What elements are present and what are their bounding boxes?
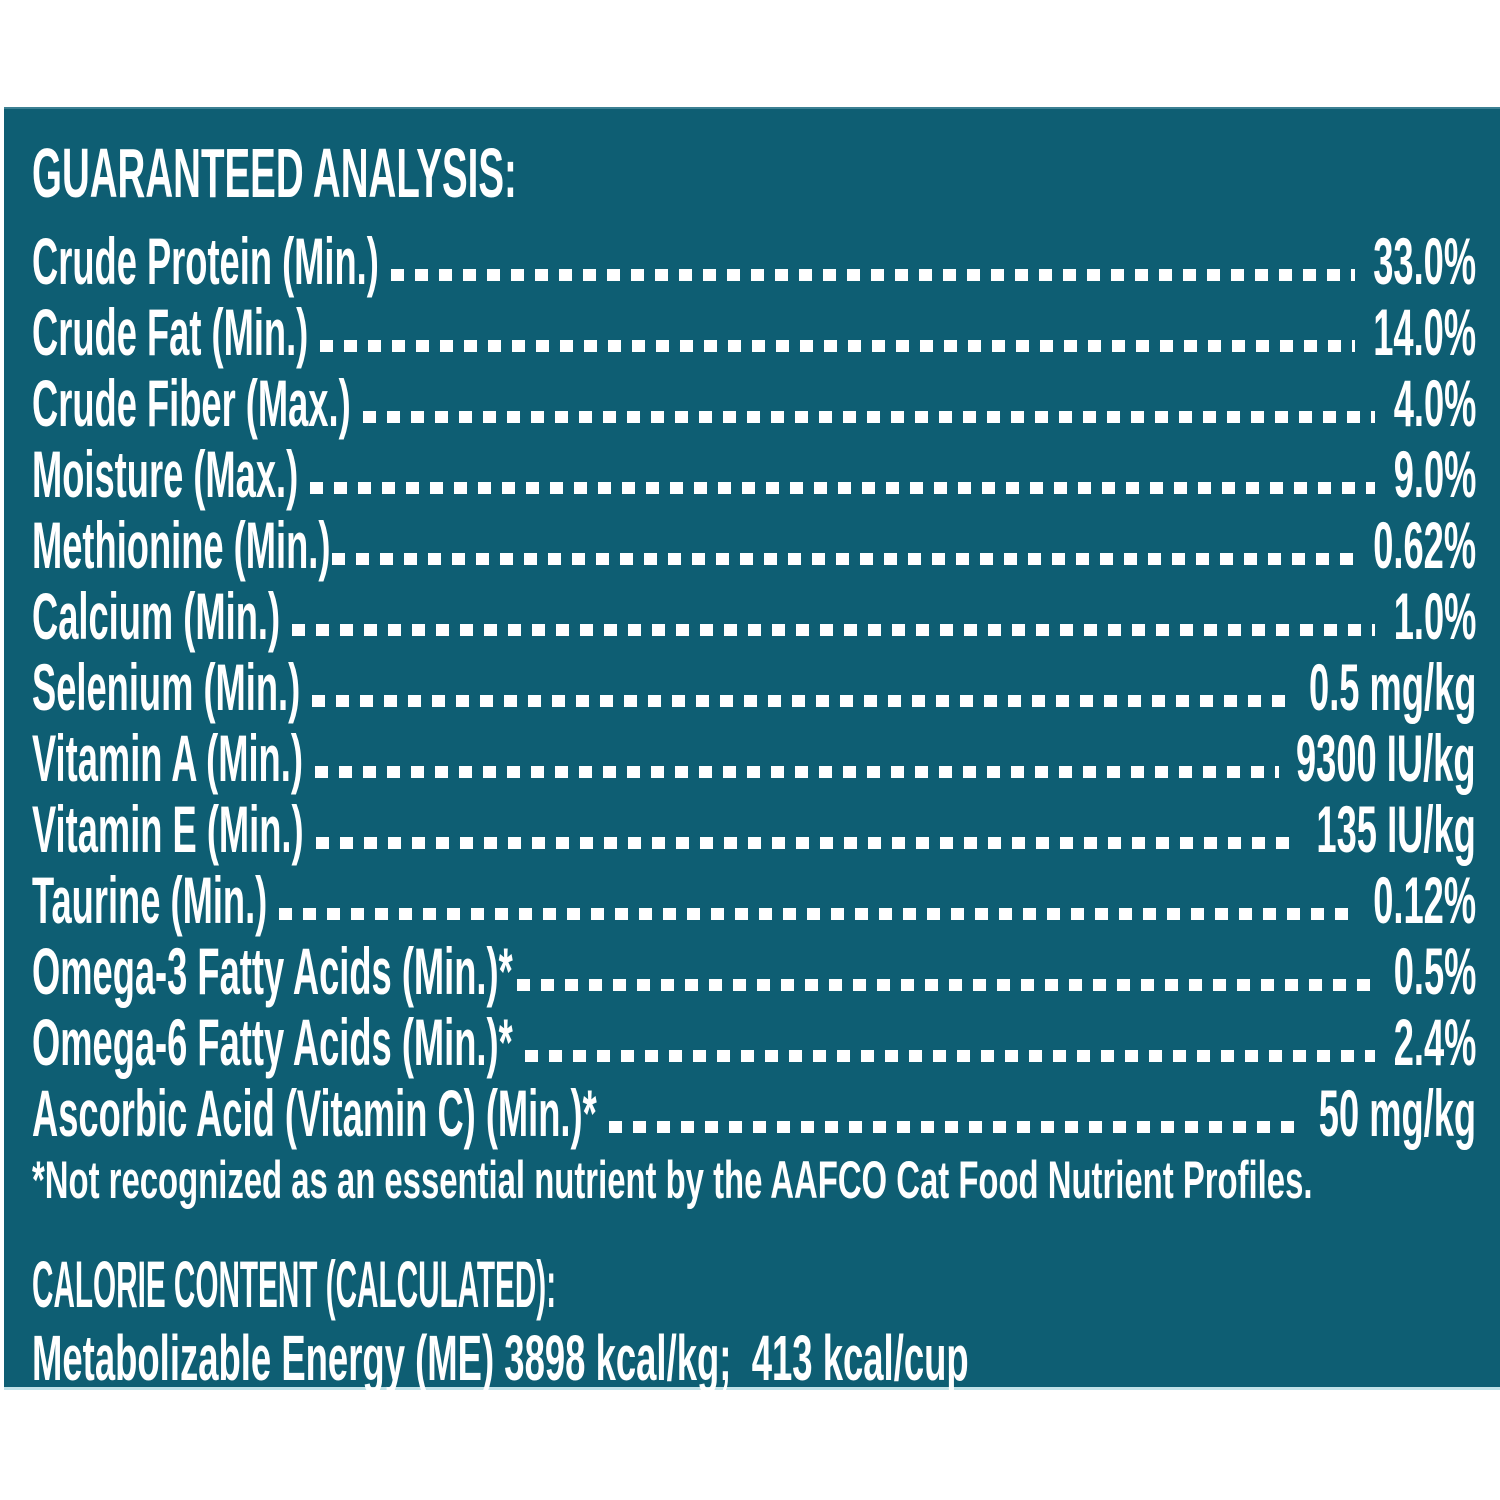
nutrient-row: Omega-3 Fatty Acids (Min.)* 0.5% <box>32 933 1476 1004</box>
nutrient-value: 9.0% <box>1393 437 1476 511</box>
nutrient-label: Moisture (Max.) <box>32 437 299 511</box>
nutrient-label: Vitamin A (Min.) <box>32 721 303 795</box>
nutrient-row: Omega-6 Fatty Acids (Min.)* 2.4% <box>32 1004 1476 1075</box>
dot-leader <box>292 624 1376 636</box>
nutrient-value: 0.12% <box>1373 863 1476 937</box>
dot-leader <box>516 979 1376 991</box>
nutrient-row: Crude Fiber (Max.) 4.0% <box>32 365 1476 436</box>
nutrient-label: Omega-6 Fatty Acids (Min.)* <box>32 1005 513 1079</box>
nutrient-row: Methionine (Min.) 0.62% <box>32 507 1476 578</box>
dot-leader <box>362 411 1376 423</box>
nutrient-label: Calcium (Min.) <box>32 579 281 653</box>
dot-leader <box>390 269 1355 281</box>
nutrient-row: Vitamin E (Min.) 135 IU/kg <box>32 791 1476 862</box>
nutrient-value: 135 IU/kg <box>1316 792 1476 866</box>
nutrient-row: Crude Fat (Min.) 14.0% <box>32 294 1476 365</box>
nutrient-value: 0.62% <box>1373 508 1476 582</box>
section-gap <box>32 1210 1476 1250</box>
metabolizable-energy-line: Metabolizable Energy (ME) 3898 kcal/kg; … <box>32 1322 969 1394</box>
nutrient-label: Methionine (Min.) <box>32 508 331 582</box>
nutrient-value: 1.0% <box>1393 579 1476 653</box>
nutrient-label: Crude Fat (Min.) <box>32 295 309 369</box>
nutrient-value: 14.0% <box>1373 295 1476 369</box>
dot-leader <box>312 695 1291 707</box>
nutrient-value: 0.5 mg/kg <box>1308 650 1476 724</box>
dot-leader <box>524 1050 1376 1062</box>
nutrient-value: 0.5% <box>1393 934 1476 1008</box>
nutrient-row: Crude Protein (Min.) 33.0% <box>32 223 1476 294</box>
nutrient-label: Taurine (Min.) <box>32 863 268 937</box>
nutrient-row: Vitamin A (Min.) 9300 IU/kg <box>32 720 1476 791</box>
nutrient-label: Crude Protein (Min.) <box>32 224 379 298</box>
dot-leader <box>608 1121 1301 1133</box>
dot-leader <box>315 837 1299 849</box>
nutrient-value: 4.0% <box>1393 366 1476 440</box>
nutrient-label: Selenium (Min.) <box>32 650 301 724</box>
nutrient-row: Taurine (Min.) 0.12% <box>32 862 1476 933</box>
nutrient-label: Omega-3 Fatty Acids (Min.)* <box>32 934 513 1008</box>
nutrient-row: Selenium (Min.) 0.5 mg/kg <box>32 649 1476 720</box>
dot-leader <box>314 766 1279 778</box>
dot-leader <box>320 340 1355 352</box>
nutrient-value: 9300 IU/kg <box>1296 721 1476 795</box>
guaranteed-analysis-panel: GUARANTEED ANALYSIS: Crude Protein (Min.… <box>4 107 1500 1390</box>
nutrient-label: Ascorbic Acid (Vitamin C) (Min.)* <box>32 1076 597 1150</box>
panel-title: GUARANTEED ANALYSIS: <box>32 134 517 212</box>
nutrient-value: 33.0% <box>1373 224 1476 298</box>
nutrient-value: 2.4% <box>1393 1005 1476 1079</box>
nutrient-value: 50 mg/kg <box>1318 1076 1476 1150</box>
nutrient-row: Moisture (Max.) 9.0% <box>32 436 1476 507</box>
calorie-content-heading: CALORIE CONTENT (CALCULATED): <box>32 1247 557 1321</box>
nutrient-label: Crude Fiber (Max.) <box>32 366 351 440</box>
dot-leader <box>332 553 1355 565</box>
nutrient-row: Calcium (Min.) 1.0% <box>32 578 1476 649</box>
dot-leader <box>279 908 1355 920</box>
nutrient-row: Ascorbic Acid (Vitamin C) (Min.)* 50 mg/… <box>32 1075 1476 1146</box>
dot-leader <box>310 482 1376 494</box>
aafco-footnote: *Not recognized as an essential nutrient… <box>32 1151 1313 1210</box>
nutrient-label: Vitamin E (Min.) <box>32 792 304 866</box>
